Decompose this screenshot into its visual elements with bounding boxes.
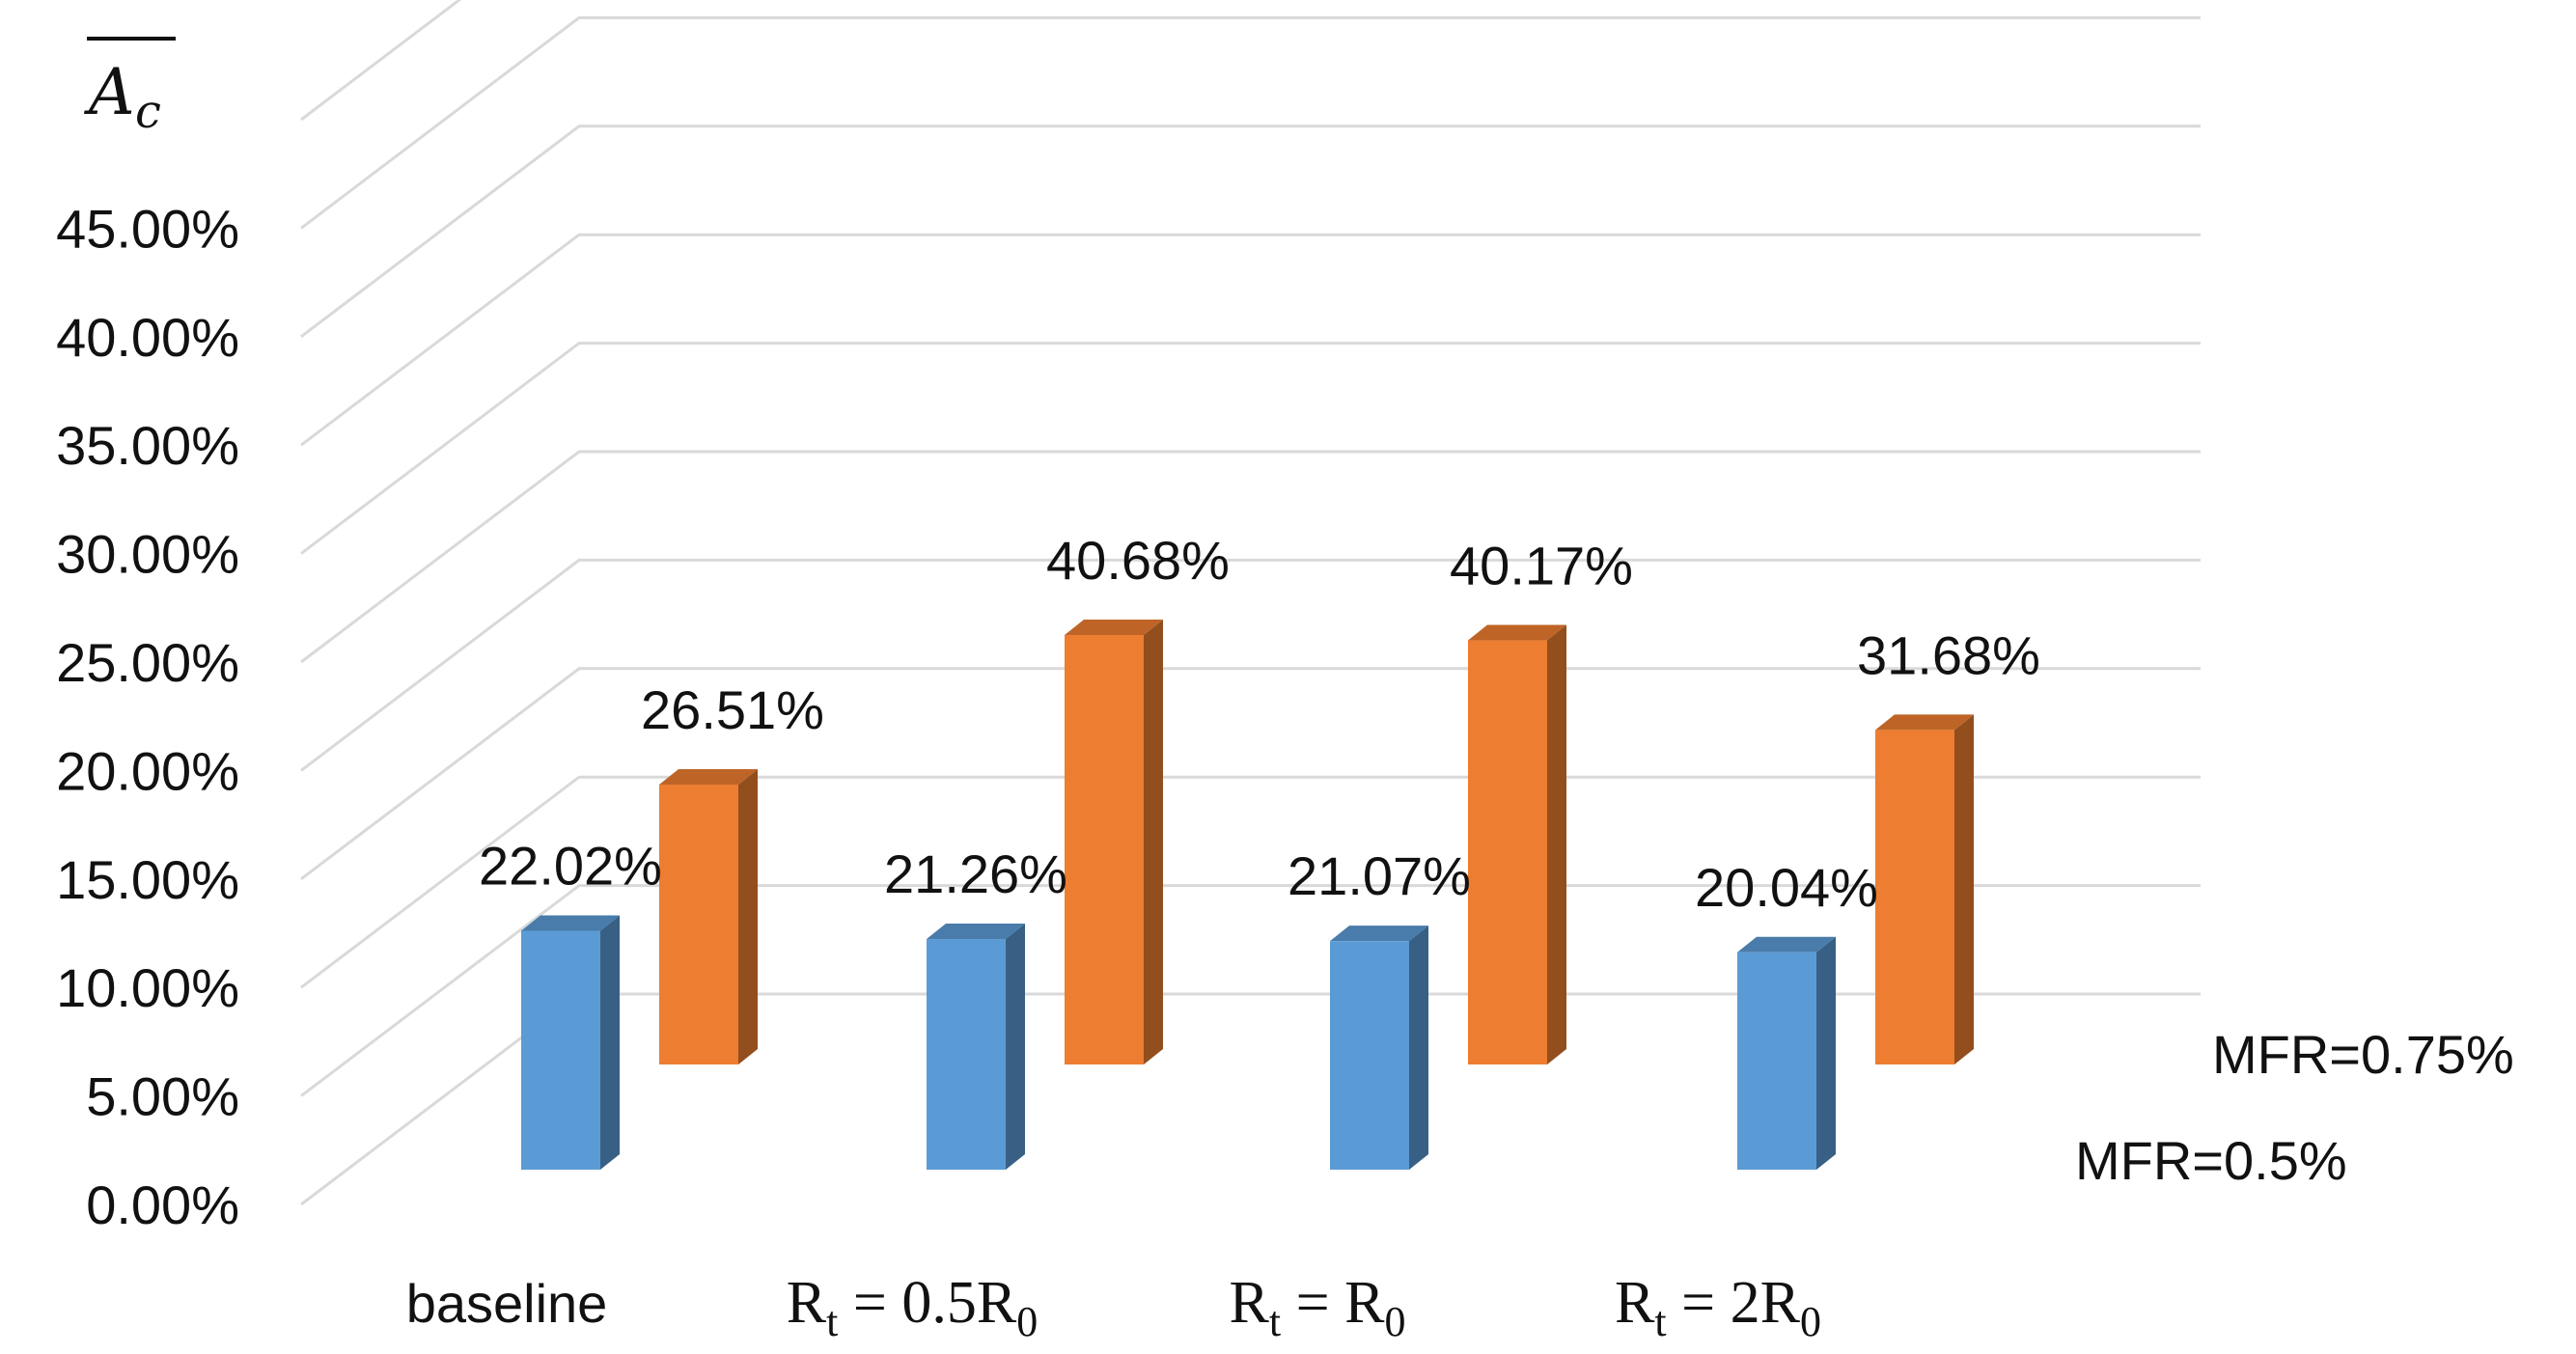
category-label: baseline: [406, 1273, 608, 1334]
data-label: 22.02%: [479, 835, 662, 896]
grid-line: [300, 233, 2201, 447]
bar-side: [1144, 619, 1163, 1064]
title-subscript: c: [135, 85, 161, 139]
bar: [1875, 730, 1954, 1064]
bar-side: [738, 768, 758, 1064]
bar-top: [927, 924, 1025, 940]
data-label: 40.68%: [1046, 530, 1230, 591]
bar-top: [1065, 619, 1163, 635]
y-tick-label: 35.00%: [56, 415, 239, 476]
grid-line: [300, 884, 2201, 1097]
grid-line: [300, 450, 2201, 664]
bar-side: [1409, 926, 1428, 1170]
bar-side: [1954, 714, 1974, 1064]
grid-line: [300, 15, 2201, 230]
bar: [1330, 941, 1409, 1170]
y-axis-ticks: 0.00% 5.00% 10.00% 15.00% 20.00% 25.00% 30.00%…: [56, 198, 239, 1235]
bar-top: [1330, 926, 1428, 942]
bar-side: [600, 915, 620, 1170]
data-label: 21.26%: [884, 843, 1067, 904]
bar-top: [1875, 714, 1974, 731]
data-label: 21.07%: [1288, 845, 1471, 906]
y-tick-label: 20.00%: [56, 740, 239, 801]
grid-line: [300, 124, 2201, 338]
data-label: 20.04%: [1695, 857, 1878, 918]
y-tick-label: 0.00%: [86, 1174, 239, 1235]
bar: [1065, 634, 1144, 1064]
bar: [1737, 952, 1816, 1170]
series-label-front: MFR=0.5%: [2075, 1130, 2347, 1191]
category-label: Rt = R0: [1230, 1270, 1406, 1345]
bar-side: [1816, 936, 1836, 1170]
chart-title: A c: [83, 37, 176, 139]
y-tick-label: 10.00%: [56, 957, 239, 1018]
bar-top: [521, 915, 620, 931]
grid-line: [300, 775, 2201, 989]
bar-side: [1547, 624, 1566, 1064]
bar: [927, 939, 1006, 1170]
bar-top: [659, 768, 758, 785]
category-labels: baseline Rt = 0.5R0 Rt = R0 Rt = 2R0: [406, 1270, 1821, 1345]
grid-line: [300, 558, 2201, 772]
grid-line: [300, 342, 2201, 555]
bar-top: [1468, 624, 1566, 641]
data-label: 26.51%: [641, 679, 824, 740]
data-label: 31.68%: [1857, 624, 2040, 685]
y-tick-label: 5.00%: [86, 1066, 239, 1127]
category-label: Rt = 2R0: [1615, 1270, 1821, 1345]
bar: [521, 930, 600, 1170]
y-tick-label: 15.00%: [56, 849, 239, 910]
data-labels: 26.51% 40.68% 40.17% 31.68% 22.02% 21.26% 21.0…: [479, 530, 2040, 918]
series-label-back: MFR=0.75%: [2212, 1024, 2514, 1085]
bar-side: [1006, 924, 1025, 1170]
bar: [659, 784, 738, 1064]
bar-top: [1737, 936, 1836, 953]
grid-line: [300, 0, 462, 122]
series-labels: MFR=0.5% MFR=0.75%: [2075, 1024, 2514, 1191]
data-label: 40.17%: [1450, 536, 1633, 596]
y-tick-label: 25.00%: [56, 632, 239, 693]
grid-lines: [300, 0, 2201, 1206]
grid-line: [300, 667, 2201, 880]
bars: [521, 619, 1974, 1170]
category-label: Rt = 0.5R0: [787, 1270, 1038, 1345]
title-main: A: [83, 55, 135, 129]
y-tick-label: 40.00%: [56, 307, 239, 368]
y-tick-label: 30.00%: [56, 524, 239, 585]
y-tick-label: 45.00%: [56, 198, 239, 259]
bar: [1468, 640, 1547, 1064]
